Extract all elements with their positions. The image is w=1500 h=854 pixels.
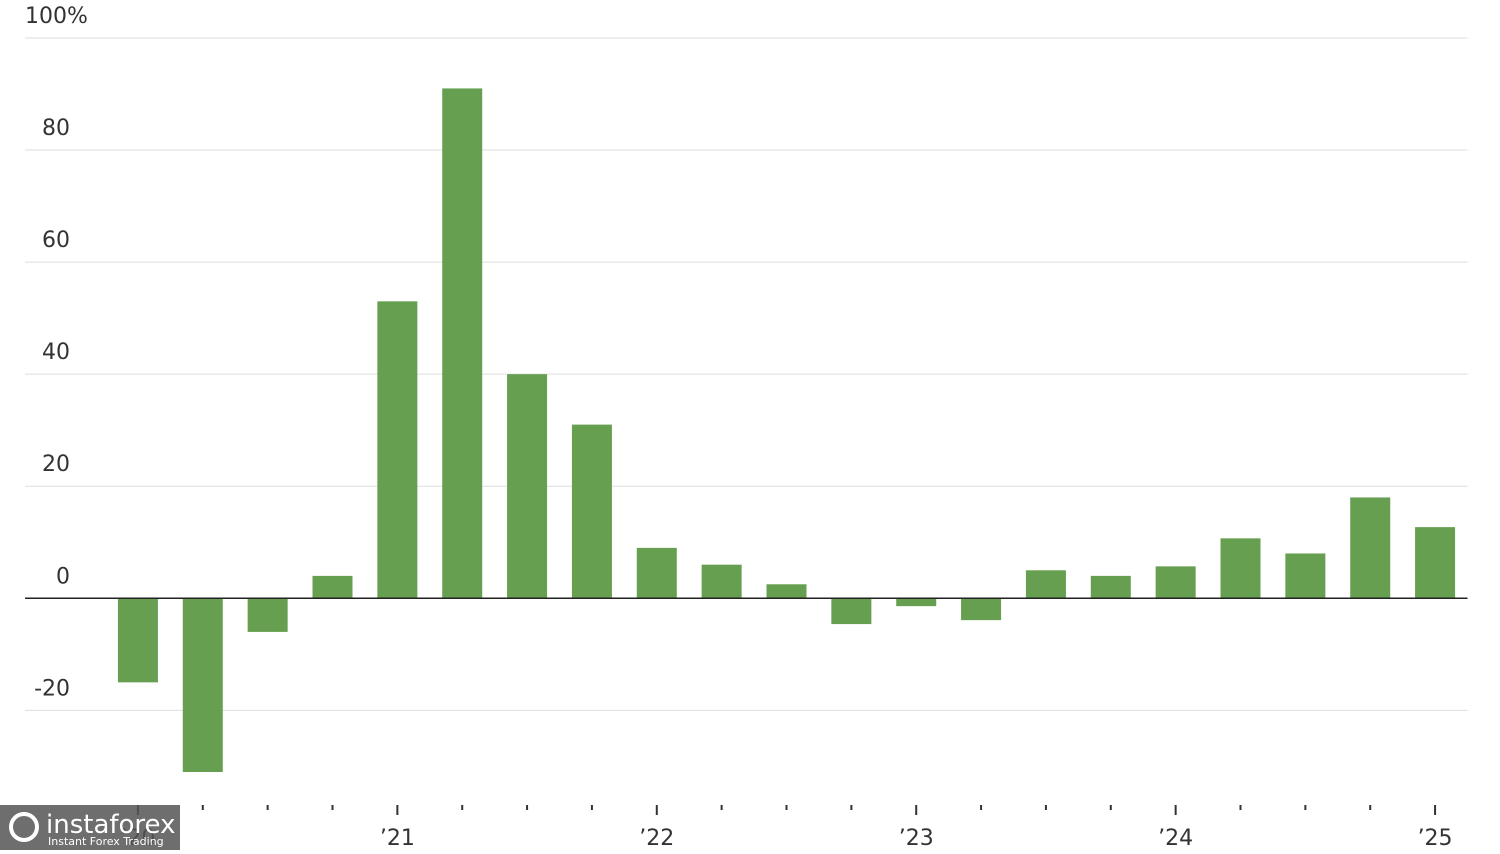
x-tick-label: ’25 bbox=[1418, 826, 1453, 850]
y-tick-label: 80 bbox=[42, 116, 70, 141]
bar bbox=[896, 598, 937, 607]
bar bbox=[442, 88, 483, 599]
bar bbox=[1415, 527, 1456, 599]
watermark-bg bbox=[0, 805, 180, 850]
bar bbox=[571, 424, 612, 599]
bar bbox=[961, 598, 1002, 621]
bar bbox=[701, 564, 742, 599]
x-tick-label: ’24 bbox=[1158, 826, 1193, 850]
watermark-tagline: Instant Forex Trading bbox=[48, 835, 164, 848]
bar bbox=[117, 598, 158, 683]
bar bbox=[1285, 553, 1326, 599]
bar bbox=[247, 598, 288, 632]
bar bbox=[1350, 497, 1391, 599]
x-tick-label: ’22 bbox=[639, 826, 674, 850]
y-tick-label: 60 bbox=[42, 228, 70, 253]
bar bbox=[1155, 566, 1196, 599]
y-tick-label: 20 bbox=[42, 452, 70, 477]
bar bbox=[182, 598, 223, 772]
bar bbox=[377, 301, 418, 599]
watermark-name: instaforex bbox=[46, 810, 175, 840]
bar bbox=[312, 575, 353, 599]
y-tick-label: 100% bbox=[25, 4, 88, 29]
y-tick-label: 0 bbox=[56, 564, 70, 589]
x-tick-label: ’21 bbox=[380, 826, 415, 850]
bar bbox=[831, 598, 872, 625]
x-tick-label: ’23 bbox=[899, 826, 934, 850]
watermark-logo bbox=[9, 812, 39, 842]
bar bbox=[1090, 575, 1131, 599]
bar bbox=[766, 584, 807, 599]
bar bbox=[636, 547, 677, 599]
bar bbox=[507, 374, 548, 599]
watermark: instaforex Instant Forex Trading bbox=[0, 805, 180, 850]
y-tick-label: 40 bbox=[42, 340, 70, 365]
bar bbox=[1025, 570, 1066, 599]
y-tick-label: -20 bbox=[34, 676, 70, 701]
bar bbox=[1220, 538, 1261, 599]
